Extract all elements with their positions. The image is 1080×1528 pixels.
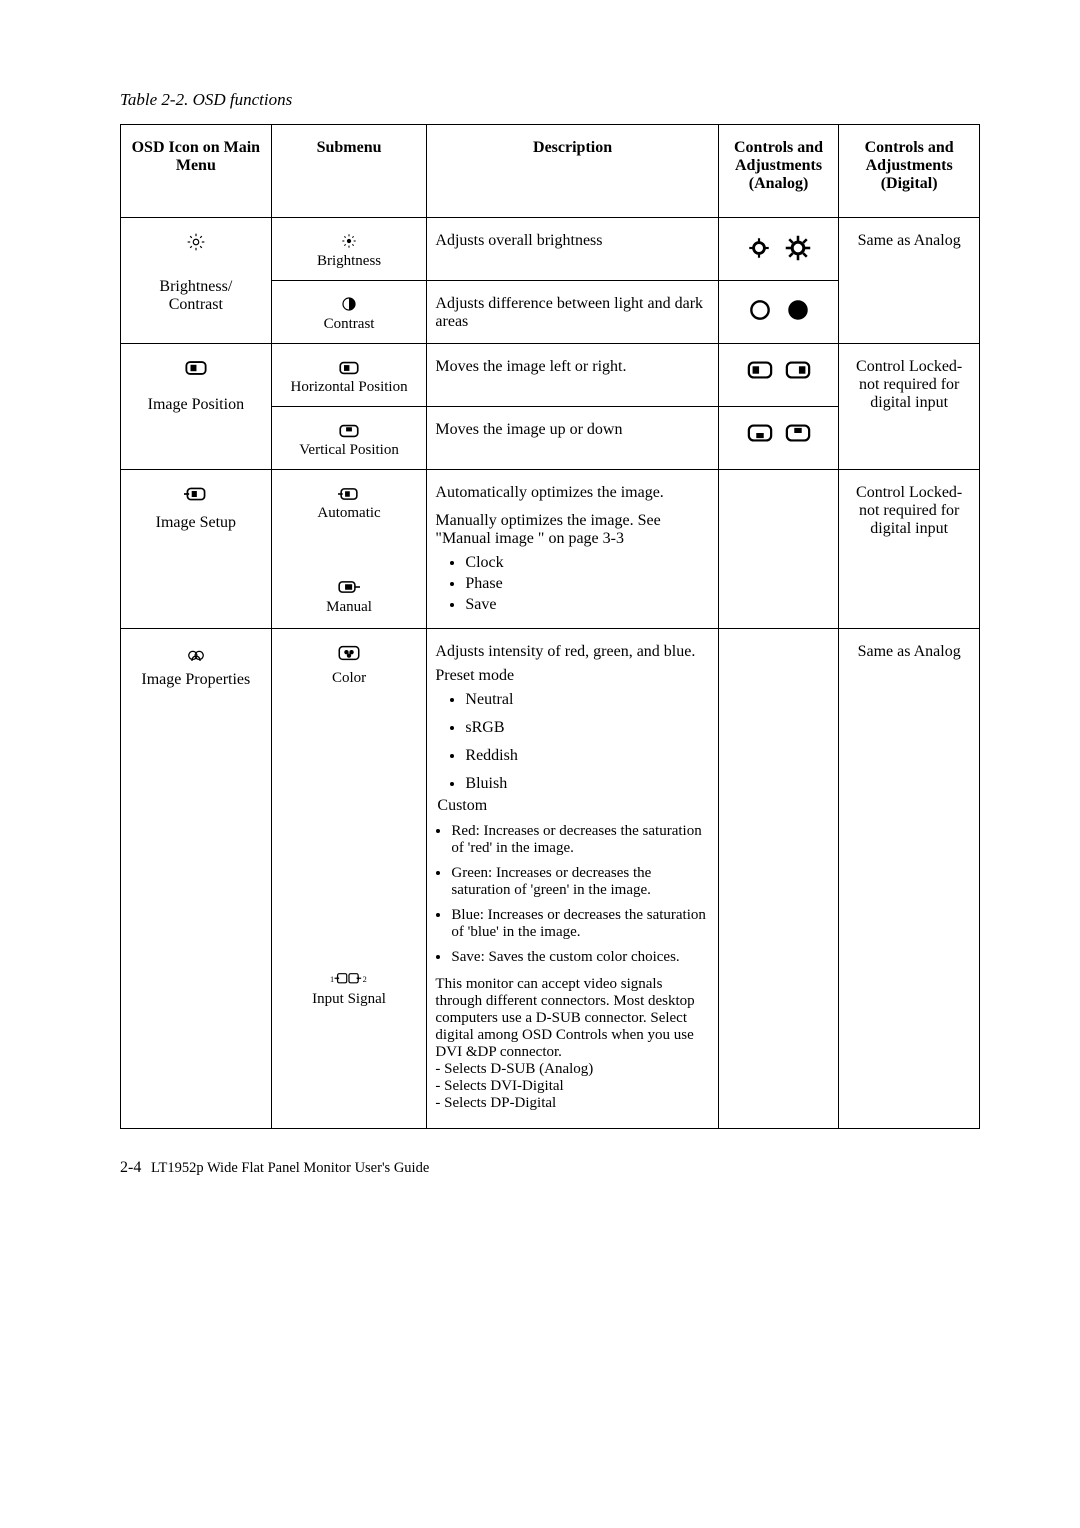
header-digital: Controls and Adjustments (Digital) — [839, 125, 980, 218]
header-description: Description — [427, 125, 718, 218]
desc-manual-intro: Manually optimizes the image. See "Manua… — [435, 512, 709, 548]
digital-position: Control Locked- not required for digital… — [839, 344, 980, 470]
analog-contrast-icons — [718, 281, 839, 344]
cell-brightness-contrast-menu: Brightness/Contrast — [121, 218, 272, 344]
header-menu: OSD Icon on Main Menu — [121, 125, 272, 218]
label-vpos: Vertical Position — [299, 442, 399, 458]
vpos-icon — [280, 421, 419, 439]
custom-item: Blue: Increases or decreases the saturat… — [451, 907, 709, 941]
header-submenu: Submenu — [271, 125, 427, 218]
label-image-position: Image Position — [129, 396, 263, 414]
desc-custom: Custom — [437, 797, 709, 815]
cell-input-signal-sub: 1 2 Input Signal — [271, 771, 427, 1129]
footer-page-number: 2-4 — [120, 1159, 141, 1176]
label-brightness: Brightness — [317, 253, 381, 269]
custom-items-list: Red: Increases or decreases the saturati… — [451, 823, 709, 966]
analog-color — [718, 629, 839, 1129]
manual-item: Save — [465, 596, 709, 614]
preset-item: Reddish — [465, 747, 709, 765]
analog-setup — [718, 470, 839, 629]
label-color: Color — [332, 670, 366, 686]
digital-color: Same as Analog — [839, 629, 980, 1129]
cell-image-position-menu: Image Position — [121, 344, 272, 470]
desc-input-signal: This monitor can accept video signals th… — [435, 976, 709, 1112]
label-automatic: Automatic — [317, 505, 380, 521]
screen-position-icon — [129, 358, 263, 376]
table-caption: Table 2-2. OSD functions — [120, 90, 980, 110]
page-footer: 2-4 LT1952p Wide Flat Panel Monitor User… — [120, 1159, 980, 1177]
image-setup-icon — [129, 484, 263, 502]
digital-setup: Control Locked- not required for digital… — [839, 470, 980, 629]
custom-item: Red: Increases or decreases the saturati… — [451, 823, 709, 857]
svg-text:1: 1 — [330, 975, 334, 984]
label-manual: Manual — [326, 599, 372, 615]
cell-image-properties-menu: Image Properties — [121, 629, 272, 1129]
desc-setup: Automatically optimizes the image. Manua… — [427, 470, 718, 629]
desc-preset-mode: Preset mode — [435, 667, 709, 685]
label-brightness-contrast: Brightness/Contrast — [129, 278, 263, 314]
sun-icon — [129, 232, 263, 252]
color-icon — [280, 643, 419, 661]
cell-image-setup-menu: Image Setup — [121, 470, 272, 629]
manual-items-list: Clock Phase Save — [465, 554, 709, 614]
analog-vpos-icons — [718, 407, 839, 470]
cell-vpos-sub: Vertical Position — [271, 407, 427, 470]
cell-auto-sub: Automatic — [271, 470, 427, 534]
manual-item: Clock — [465, 554, 709, 572]
header-analog: Controls and Adjustments (Analog) — [718, 125, 839, 218]
preset-item: Bluish — [465, 775, 709, 793]
hpos-icon — [280, 358, 419, 376]
input-signal-icon: 1 2 — [280, 970, 419, 988]
osd-functions-table: OSD Icon on Main Menu Submenu Descriptio… — [120, 124, 980, 1129]
preset-items-list: Neutral sRGB Reddish Bluish — [465, 691, 709, 793]
digital-brightness: Same as Analog — [839, 218, 980, 344]
cell-color-sub: Color — [271, 629, 427, 771]
svg-text:2: 2 — [363, 975, 367, 984]
preset-item: Neutral — [465, 691, 709, 709]
cell-brightness-sub: Brightness — [271, 218, 427, 281]
label-image-setup: Image Setup — [129, 514, 263, 532]
desc-vpos: Moves the image up or down — [427, 407, 718, 470]
desc-color-intro: Adjusts intensity of red, green, and blu… — [435, 643, 709, 661]
cell-contrast-sub: Contrast — [271, 281, 427, 344]
contrast-icon — [280, 295, 419, 313]
analog-hpos-icons — [718, 344, 839, 407]
cell-manual-sub: Manual — [271, 534, 427, 629]
label-hpos: Horizontal Position — [291, 379, 408, 395]
sun-small-icon — [280, 232, 419, 250]
preset-item: sRGB — [465, 719, 709, 737]
cell-hpos-sub: Horizontal Position — [271, 344, 427, 407]
desc-hpos: Moves the image left or right. — [427, 344, 718, 407]
label-input-signal: Input Signal — [312, 991, 386, 1007]
desc-contrast: Adjusts difference between light and dar… — [427, 281, 718, 344]
manual-icon — [280, 578, 419, 596]
desc-brightness: Adjusts overall brightness — [427, 218, 718, 281]
label-image-properties: Image Properties — [129, 671, 263, 689]
desc-color: Adjusts intensity of red, green, and blu… — [427, 629, 718, 1129]
analog-brightness-icons — [718, 218, 839, 281]
custom-item: Save: Saves the custom color choices. — [451, 949, 709, 966]
manual-item: Phase — [465, 575, 709, 593]
label-contrast: Contrast — [324, 316, 375, 332]
footer-title: LT1952p Wide Flat Panel Monitor User's G… — [151, 1160, 429, 1176]
desc-auto: Automatically optimizes the image. — [435, 484, 709, 502]
custom-item: Green: Increases or decreases the satura… — [451, 865, 709, 899]
image-properties-icon — [129, 643, 263, 661]
automatic-icon — [280, 484, 419, 502]
